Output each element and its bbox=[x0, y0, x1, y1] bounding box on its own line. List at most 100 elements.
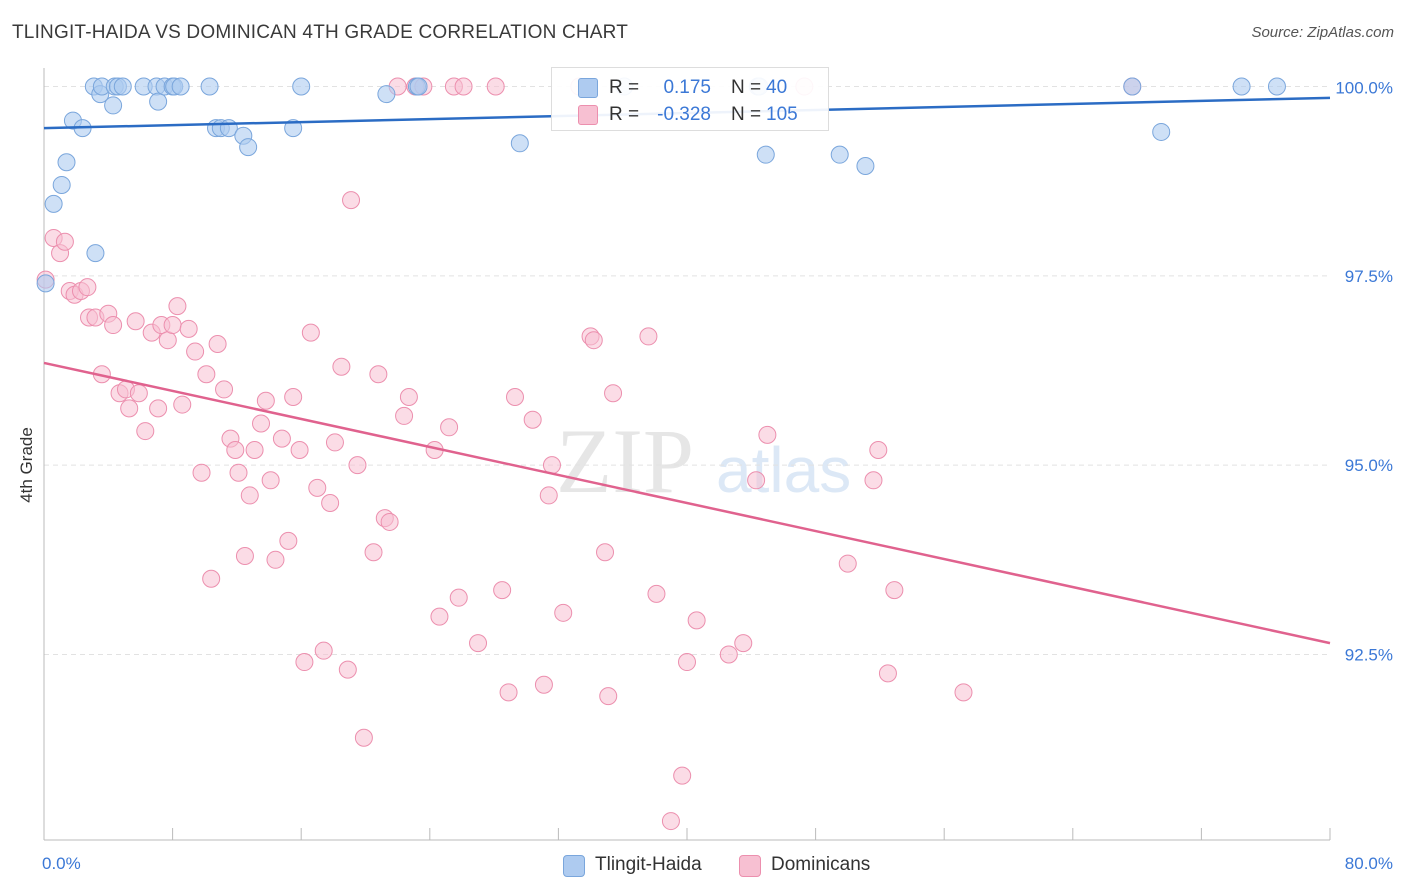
dominicans-point bbox=[120, 399, 139, 418]
tlingit-haida-point bbox=[409, 77, 428, 96]
dominicans-point bbox=[229, 463, 248, 482]
n-label: N = bbox=[731, 104, 762, 125]
tlingit-haida-point bbox=[57, 153, 76, 172]
dominicans-point bbox=[354, 728, 373, 747]
dominicans-point bbox=[604, 384, 623, 403]
pink-swatch bbox=[578, 105, 598, 125]
dominicans-point bbox=[301, 323, 320, 342]
n-value: 40 bbox=[766, 77, 788, 98]
dominicans-point bbox=[380, 512, 399, 531]
dominicans-point bbox=[869, 441, 888, 459]
pink-swatch bbox=[739, 855, 761, 877]
dominicans-point bbox=[202, 569, 221, 588]
tlingit-haida-point bbox=[171, 77, 190, 96]
y-tick-label: 95.0% bbox=[1345, 456, 1393, 475]
dominicans-point bbox=[449, 588, 468, 607]
tlingit-haida-point bbox=[1152, 122, 1171, 141]
y-tick-label: 92.5% bbox=[1345, 645, 1393, 664]
dominicans-trend-line bbox=[43, 361, 1331, 645]
dominicans-point bbox=[149, 399, 168, 418]
dominicans-point bbox=[493, 581, 512, 600]
dominicans-point bbox=[173, 395, 192, 414]
dominicans-point bbox=[486, 77, 505, 96]
tlingit-haida-point bbox=[510, 134, 529, 153]
r-value: -0.328 bbox=[657, 104, 711, 125]
source-credit: Source: ZipAtlas.com bbox=[1251, 24, 1394, 41]
legend-label: Tlingit-Haida bbox=[595, 854, 702, 875]
legend-row-tlingit-haida: R = 0.175 N = 40 bbox=[552, 74, 828, 100]
dominicans-point bbox=[399, 387, 418, 406]
dominicans-point bbox=[395, 406, 414, 425]
dominicans-point bbox=[639, 327, 658, 346]
dominicans-point bbox=[215, 380, 234, 399]
tlingit-haida-point bbox=[284, 119, 303, 138]
dominicans-point bbox=[256, 391, 275, 410]
dominicans-point bbox=[719, 645, 738, 664]
dominicans-point bbox=[734, 634, 753, 653]
correlation-legend: R = 0.175 N = 40 R = -0.328 N = 105 bbox=[551, 67, 829, 131]
dominicans-point bbox=[864, 471, 883, 490]
legend-row-dominicans: R = -0.328 N = 105 bbox=[552, 101, 828, 127]
tlingit-haida-point bbox=[149, 92, 168, 111]
dominicans-point bbox=[245, 441, 264, 459]
x-tick-label: 0.0% bbox=[42, 854, 81, 873]
chart-title: TLINGIT-HAIDA VS DOMINICAN 4TH GRADE COR… bbox=[12, 22, 629, 43]
legend-label: Dominicans bbox=[771, 854, 871, 875]
dominicans-point bbox=[126, 312, 145, 331]
tlingit-haida-point bbox=[239, 138, 258, 157]
dominicans-point bbox=[163, 316, 182, 335]
dominicans-point bbox=[348, 456, 367, 475]
dominicans-point bbox=[197, 365, 216, 384]
dominicans-point bbox=[55, 232, 74, 251]
trend-lines bbox=[43, 96, 1331, 645]
r-label: R = bbox=[609, 77, 640, 98]
dominicans-point bbox=[687, 611, 706, 630]
dominicans-point bbox=[523, 410, 542, 429]
dominicans-point bbox=[226, 441, 245, 459]
dominicans-point bbox=[168, 297, 187, 316]
dominicans-point bbox=[266, 550, 285, 569]
tlingit-haida-point bbox=[830, 145, 849, 164]
dominicans-point bbox=[279, 531, 298, 550]
dominicans-point bbox=[179, 319, 198, 338]
tlingit-haida-point bbox=[44, 194, 63, 213]
tlingit-haida-point bbox=[377, 85, 396, 104]
tlingit-haida-point bbox=[52, 175, 71, 194]
tlingit-haida-point bbox=[104, 96, 123, 115]
y-tick-label: 97.5% bbox=[1345, 267, 1393, 286]
dominicans-point bbox=[430, 607, 449, 626]
axes bbox=[43, 68, 1331, 841]
dominicans-point bbox=[440, 418, 459, 437]
watermark-atlas: atlas bbox=[716, 434, 851, 506]
dominicans-point bbox=[885, 581, 904, 600]
y-axis-label: 4th Grade bbox=[17, 427, 36, 503]
dominicans-point bbox=[314, 641, 333, 660]
dominicans-point bbox=[954, 683, 973, 702]
tlingit-haida-point bbox=[86, 244, 105, 263]
dominicans-point bbox=[129, 384, 148, 403]
dominicans-point bbox=[342, 191, 361, 210]
tlingit-haida-point bbox=[113, 77, 132, 96]
dominicans-point bbox=[596, 543, 615, 562]
dominicans-point bbox=[747, 471, 766, 490]
dominicans-point bbox=[469, 634, 488, 653]
tlingit-haida-point bbox=[292, 77, 311, 96]
dominicans-point bbox=[290, 441, 309, 459]
blue-swatch bbox=[578, 78, 598, 98]
dominicans-point bbox=[104, 316, 123, 335]
n-label: N = bbox=[731, 77, 762, 98]
dominicans-point bbox=[272, 429, 291, 448]
dominicans-point bbox=[284, 387, 303, 406]
grid-lines bbox=[44, 86, 1330, 655]
dominicans-point bbox=[838, 554, 857, 573]
dominicans-point bbox=[240, 486, 259, 505]
dominicans-point bbox=[678, 653, 696, 672]
tlingit-haida-point bbox=[756, 145, 775, 164]
r-value: 0.175 bbox=[663, 77, 711, 98]
dominicans-point bbox=[332, 357, 351, 376]
tlingit-haida-point bbox=[1232, 77, 1251, 96]
tlingit-haida-point bbox=[1123, 77, 1142, 96]
dominicans-point bbox=[454, 77, 473, 96]
tlingit-haida-point bbox=[1267, 77, 1286, 96]
